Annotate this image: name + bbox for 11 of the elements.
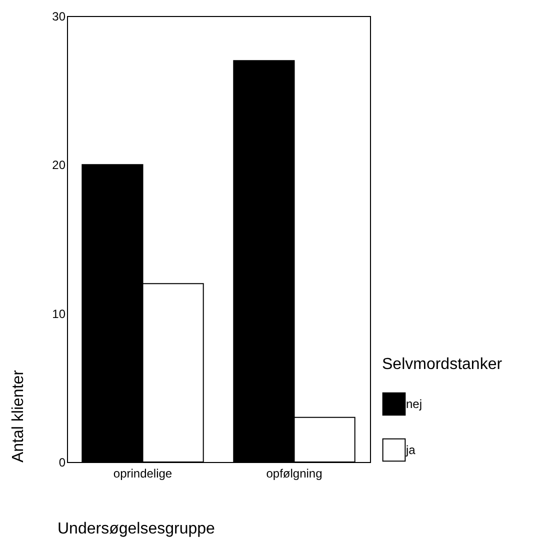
x-tick-label: oprindelige — [113, 466, 172, 480]
legend-title: Selvmordstanker — [382, 356, 503, 373]
y-tick-label: 30 — [52, 10, 66, 24]
y-tick-label: 0 — [58, 456, 66, 470]
legend-label: ja — [405, 443, 416, 457]
legend-label: nej — [406, 397, 422, 411]
y-tick-label: 20 — [52, 158, 66, 172]
y-tick-label: 10 — [52, 306, 66, 321]
x-axis-title: Undersøgelsesgruppe — [58, 520, 216, 538]
x-tick-label: opfølgning — [266, 466, 322, 480]
y-axis-title: Antal klienter — [10, 369, 28, 462]
